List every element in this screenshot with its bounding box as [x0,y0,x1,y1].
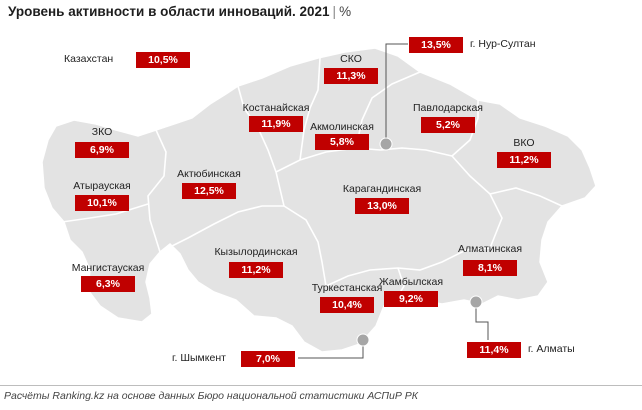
kazakhstan-value: 10,5% [136,52,190,68]
shymkent-value: 7,0% [241,351,295,367]
mangystau-value: 6,3% [81,276,135,292]
almaty-city-label: г. Алматы [528,343,575,355]
pavlodar-label: Павлодарская [413,102,483,114]
sko-label: СКО [340,53,362,65]
page-title: Уровень активности в области инноваций. … [8,4,351,19]
nur-sultan-value: 13,5% [409,37,463,53]
sko-value: 11,3% [324,68,378,84]
title-text: Уровень активности в области инноваций. … [8,4,330,19]
atyrau-label: Атырауская [73,180,131,192]
kostanay-value: 11,9% [249,116,303,132]
vko-label: ВКО [513,137,535,149]
almaty-region-value: 8,1% [463,260,517,276]
nur-sultan-marker [379,137,393,151]
akmola-label: Акмолинская [310,121,374,133]
kostanay-label: Костанайская [242,102,310,114]
kyzylorda-label: Кызылординская [214,246,298,258]
atyrau-value: 10,1% [75,195,129,211]
almaty-marker [469,295,483,309]
turkestan-value: 10,4% [320,297,374,313]
footer-divider [0,385,642,386]
aktobe-label: Актюбинская [177,168,241,180]
akmola-value: 5,8% [315,134,369,150]
zhambyl-label: Жамбылская [378,276,444,288]
aktobe-value: 12,5% [182,183,236,199]
zko-value: 6,9% [75,142,129,158]
mangystau-label: Мангистауская [71,262,145,274]
pavlodar-value: 5,2% [421,117,475,133]
shymkent-label: г. Шымкент [172,352,226,364]
source-note: Расчёты Ranking.kz на основе данных Бюро… [4,390,418,402]
zko-label: ЗКО [91,126,113,138]
title-separator: | [332,4,337,19]
zhambyl-value: 9,2% [384,291,438,307]
nur-sultan-label: г. Нур-Султан [470,38,536,50]
title-unit: % [339,4,352,19]
kyzylorda-value: 11,2% [229,262,283,278]
karaganda-label: Карагандинская [342,183,422,195]
almaty-region-label: Алматинская [457,243,523,255]
kazakhstan-label: Казахстан [64,53,114,65]
turkestan-label: Туркестанская [311,282,383,294]
shymkent-marker [356,333,370,347]
vko-value: 11,2% [497,152,551,168]
almaty-city-value: 11,4% [467,342,521,358]
karaganda-value: 13,0% [355,198,409,214]
